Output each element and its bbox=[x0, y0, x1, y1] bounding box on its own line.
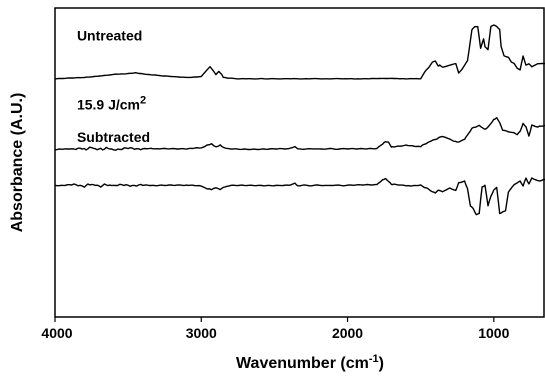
series-labels: Untreated 15.9 J/cm2 Subtracted bbox=[77, 27, 150, 144]
x-axis-ticks bbox=[54, 317, 495, 322]
y-axis-title: Absorbance (A.U.) bbox=[9, 93, 26, 233]
x-axis-title-superscript: -1 bbox=[369, 353, 379, 365]
x-axis-title-tail: ) bbox=[379, 355, 384, 372]
x-tick-label: 3000 bbox=[186, 325, 217, 341]
series-lines bbox=[54, 24, 545, 216]
series-label: Untreated bbox=[77, 27, 142, 43]
series-line-0 bbox=[54, 24, 545, 80]
x-tick-label: 1000 bbox=[478, 325, 509, 341]
x-tick-label: 2000 bbox=[332, 325, 363, 341]
series-label: Subtracted bbox=[77, 129, 150, 145]
x-axis-title: Wavenumber (cm-1) bbox=[236, 353, 384, 372]
series-line-1 bbox=[54, 117, 545, 151]
plot-area-frame bbox=[54, 7, 545, 318]
series-line-2 bbox=[54, 177, 545, 216]
series-label: 15.9 J/cm2 bbox=[77, 94, 146, 112]
x-tick-label: 4000 bbox=[41, 325, 72, 341]
x-axis-tick-labels: 4000 3000 2000 1000 bbox=[41, 325, 509, 341]
x-axis-title-main: Wavenumber (cm bbox=[236, 355, 369, 372]
